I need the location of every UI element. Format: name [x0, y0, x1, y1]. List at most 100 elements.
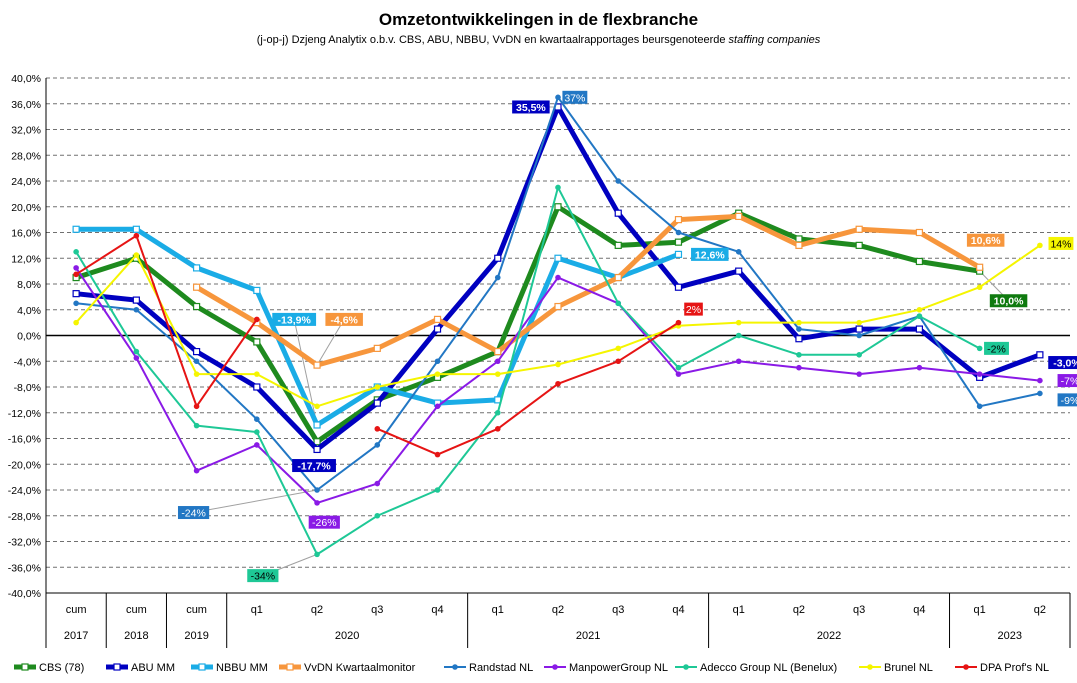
data-point [735, 332, 742, 339]
series-line-3 [194, 213, 983, 368]
x-tick-label: q3 [853, 604, 865, 616]
data-label-box [292, 459, 336, 473]
data-point [614, 273, 622, 282]
data-point [253, 383, 261, 391]
x-tick-label: cum [126, 604, 147, 616]
x-tick-label: q1 [733, 604, 745, 616]
data-label-box [1048, 356, 1077, 370]
legend-marker [113, 663, 121, 671]
data-point [1037, 377, 1043, 384]
data-point [614, 241, 622, 249]
series-line-0 [73, 204, 983, 445]
y-tick-label: -16,0% [8, 434, 41, 446]
chart-title: Omzetontwikkelingen in de flexbranche [378, 10, 699, 29]
y-tick-label: 28,0% [11, 150, 41, 162]
data-point [133, 348, 140, 355]
data-point [1036, 351, 1044, 359]
data-point [132, 296, 140, 304]
data-label: -34% [251, 571, 276, 583]
data-point [73, 300, 79, 307]
data-point [193, 371, 200, 377]
data-point [735, 319, 742, 326]
data-point [314, 403, 320, 410]
data-point [735, 212, 743, 221]
data-point [494, 358, 501, 365]
data-label: 35,5% [516, 102, 546, 114]
data-point [494, 274, 501, 281]
y-tick-label: -32,0% [8, 537, 41, 549]
data-point [73, 249, 79, 255]
data-label: -9% [1061, 395, 1077, 407]
data-label: -13,9% [278, 314, 312, 326]
data-label: -24% [181, 508, 206, 520]
data-point [796, 319, 802, 326]
data-point [374, 512, 381, 519]
data-point [916, 313, 923, 319]
data-point [735, 249, 742, 255]
legend-label: ManpowerGroup NL [569, 662, 668, 674]
data-point [313, 445, 321, 454]
data-point [555, 274, 561, 281]
data-point [314, 551, 320, 558]
chart-subtitle: (j-op-j) Dzjeng Analytix o.b.v. CBS, ABU… [0, 34, 1077, 46]
subtitle-italic: staffing companies [728, 34, 821, 46]
x-tick-label: q2 [311, 604, 323, 616]
data-point [554, 302, 562, 311]
data-label-box [562, 90, 588, 104]
annotation-leader [293, 319, 318, 426]
data-point [494, 409, 501, 416]
x-tick-label: q2 [793, 604, 805, 616]
data-point [192, 283, 201, 291]
data-point [374, 442, 381, 448]
x-group-label: 2022 [817, 630, 841, 642]
legend-label: CBS (78) [39, 662, 84, 674]
x-group-label: 2019 [184, 630, 208, 642]
data-point [133, 306, 140, 313]
data-point [72, 225, 80, 233]
y-tick-label: 32,0% [11, 125, 41, 137]
data-point [314, 500, 320, 506]
y-tick-label: -28,0% [8, 511, 41, 523]
data-point [675, 319, 682, 326]
data-point [373, 399, 381, 407]
data-point [192, 302, 201, 311]
x-group-label: 2023 [998, 630, 1022, 642]
data-point [433, 315, 442, 324]
data-point [674, 216, 683, 224]
data-point [856, 332, 862, 339]
data-point [193, 403, 200, 410]
legend-marker [452, 664, 458, 670]
data-point [193, 467, 200, 474]
data-point [494, 426, 501, 432]
data-point [796, 364, 802, 371]
data-point [976, 371, 983, 377]
annotation-leader [316, 319, 345, 366]
x-tick-label: q1 [251, 604, 263, 616]
data-point [434, 358, 441, 365]
data-point [313, 361, 321, 369]
data-point [313, 421, 321, 429]
legend-marker [963, 664, 969, 670]
data-point [554, 254, 562, 262]
data-point [1037, 242, 1043, 249]
data-point [494, 254, 502, 262]
data-label-box [1057, 393, 1077, 407]
y-tick-label: 16,0% [11, 228, 41, 240]
data-label: -7% [1061, 376, 1077, 388]
data-point [253, 286, 261, 295]
legend-marker [286, 663, 294, 671]
x-tick-label: cum [186, 604, 207, 616]
data-point [555, 361, 561, 368]
annotation-leader [193, 489, 318, 514]
data-label: -3,0% [1053, 358, 1077, 370]
data-point [434, 371, 441, 377]
data-point [555, 184, 561, 191]
data-label: 37% [564, 92, 585, 104]
data-point [254, 316, 260, 323]
data-point [193, 422, 200, 429]
data-point [915, 257, 924, 266]
subtitle-text: (j-op-j) Dzjeng Analytix o.b.v. CBS, ABU… [256, 34, 726, 46]
data-point [554, 203, 562, 211]
data-point [915, 325, 924, 333]
data-point [555, 94, 561, 101]
